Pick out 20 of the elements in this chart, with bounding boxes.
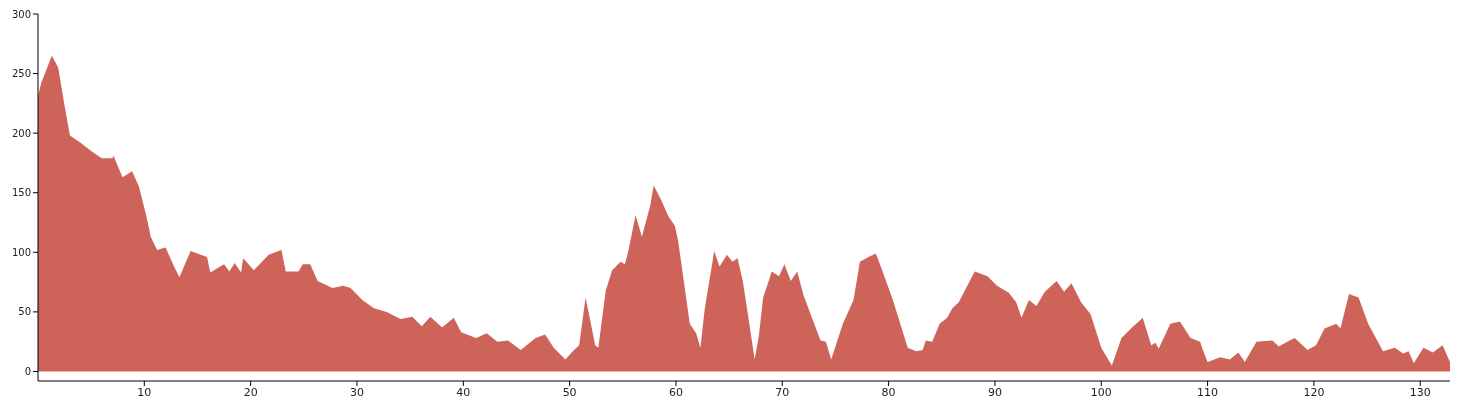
x-tick-label: 50: [562, 385, 577, 399]
x-tick-label: 60: [668, 385, 683, 399]
x-tick-label: 10: [137, 385, 152, 399]
x-tick-label: 90: [987, 385, 1002, 399]
y-tick-label: 100: [11, 246, 31, 258]
x-tick-label: 110: [1197, 385, 1219, 399]
x-tick-label: 20: [243, 385, 258, 399]
y-tick-label: 0: [24, 366, 31, 378]
x-tick-label: 40: [456, 385, 471, 399]
x-tick-label: 120: [1303, 385, 1325, 399]
x-tick-label: 130: [1409, 385, 1431, 399]
y-tick-label: 200: [11, 127, 31, 139]
y-tick-label: 150: [11, 187, 31, 199]
y-tick-label: 50: [18, 306, 31, 318]
y-tick-label: 300: [11, 8, 31, 20]
x-tick-label: 100: [1090, 385, 1112, 399]
y-tick-label: 250: [11, 68, 31, 80]
x-tick-label: 70: [775, 385, 790, 399]
x-tick-label: 80: [881, 385, 896, 399]
x-tick-label: 30: [349, 385, 364, 399]
